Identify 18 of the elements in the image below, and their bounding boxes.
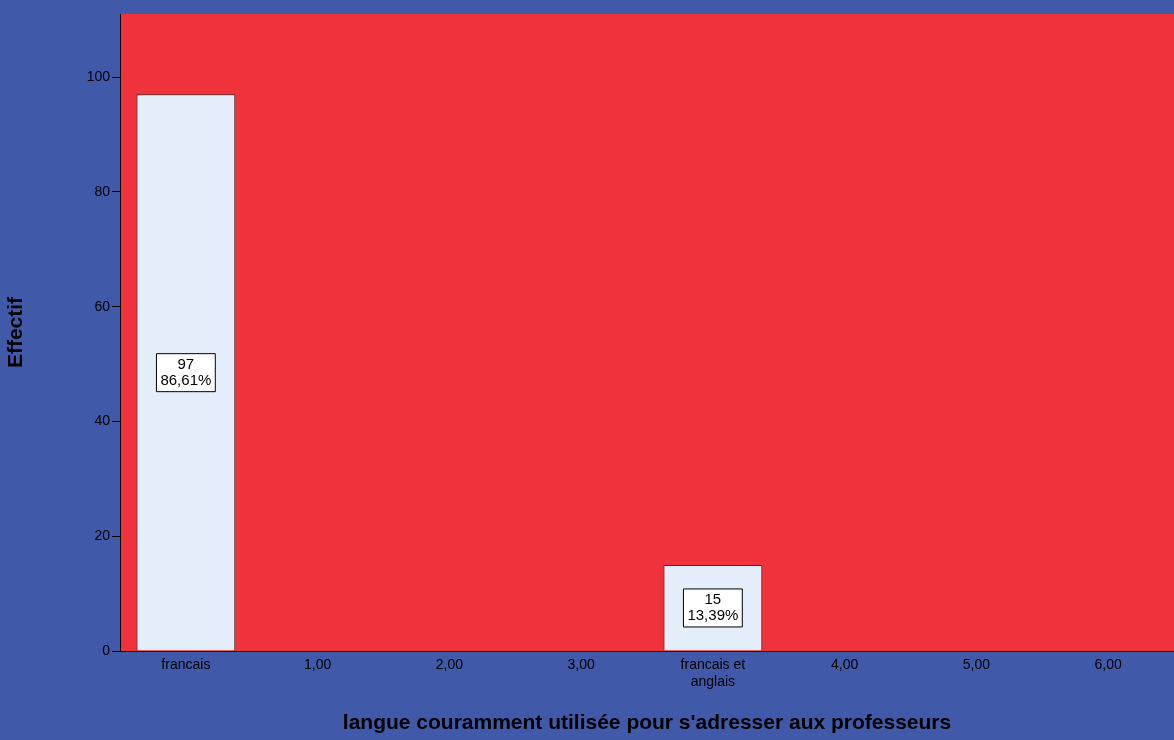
y-tick-label: 0 [102, 641, 111, 658]
x-tick-label: 6,00 [1094, 656, 1122, 673]
x-tick-label: francais et anglais [680, 656, 746, 690]
x-tick-label: 5,00 [962, 656, 991, 673]
x-tick-label: 4,00 [831, 656, 859, 673]
y-tick-label: 60 [94, 297, 111, 314]
y-tick-label: 40 [94, 412, 111, 429]
data-label: 97 86,61% [160, 354, 212, 388]
y-axis-title: Effectif [3, 295, 27, 369]
y-tick-label: 80 [94, 182, 111, 199]
x-tick-label: 1,00 [304, 656, 332, 673]
x-axis-title: langue couramment utilisée pour s'adresser aux professeurs [342, 710, 952, 734]
x-tick-label: francais [161, 656, 211, 673]
y-tick-label: 100 [86, 67, 111, 84]
y-tick-label: 20 [94, 527, 111, 544]
x-tick-label: 2,00 [435, 656, 464, 673]
data-label: 15 13,39% [687, 590, 739, 624]
x-tick-label: 3,00 [567, 656, 595, 673]
